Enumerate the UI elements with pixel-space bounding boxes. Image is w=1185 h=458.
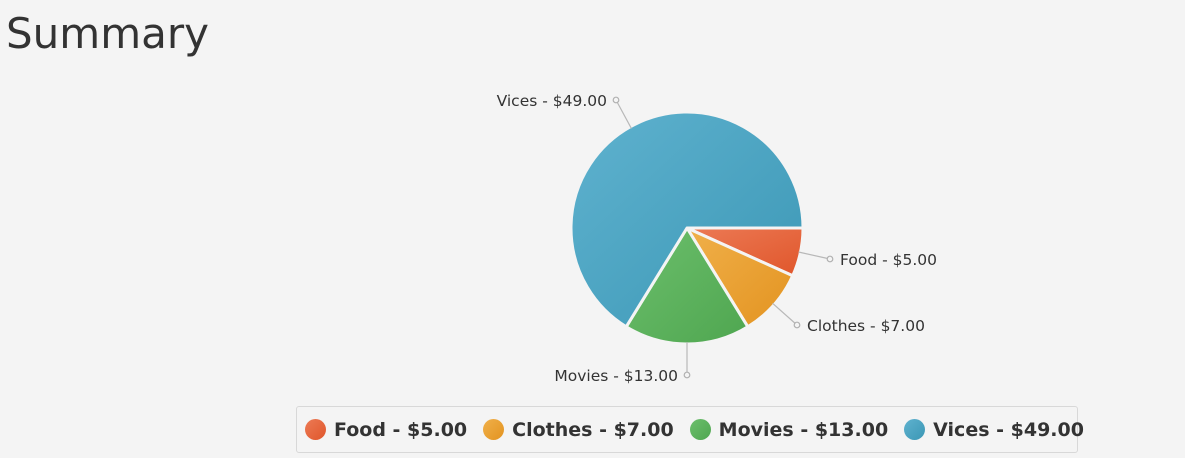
legend-swatch-vices [904,419,926,440]
slice-label-food: Food - $5.00 [840,251,937,269]
legend-item-food: Food - $5.00 [305,419,467,441]
legend-swatch-food [305,419,326,440]
legend-label-clothes: Clothes - $7.00 [512,418,674,441]
chart-legend: Food - $5.00 Clothes - $7.00 Movies - $13.… [296,406,1084,453]
leader-dot-food [826,255,834,263]
leader-line-clothes [772,302,798,326]
pie-leader-lines [612,96,834,379]
leader-line-vices [615,99,632,129]
leader-dot-clothes [793,321,801,329]
leader-dot-movies [683,371,691,379]
legend-item-clothes: Clothes - $7.00 [483,419,674,441]
legend-label-movies: Movies - $13.00 [718,418,889,441]
legend-label-vices: Vices - $49.00 [933,418,1084,441]
legend-item-vices: Vices - $49.00 [904,419,1084,441]
legend-item-movies: Movies - $13.00 [689,418,889,441]
page-title: Summary [6,9,209,58]
slice-label-clothes: Clothes - $7.00 [807,317,925,335]
pie-labels: Food - $5.00 Clothes - $7.00 Movies - $13.… [497,92,937,385]
legend-swatch-movies [689,419,711,440]
leader-dot-vices [612,96,620,104]
pie-slices [569,110,805,346]
slice-label-movies: Movies - $13.00 [554,367,678,385]
leader-line-food [798,251,831,260]
slice-label-vices: Vices - $49.00 [497,92,607,110]
legend-swatch-clothes [483,419,505,440]
legend-label-food: Food - $5.00 [334,418,468,441]
